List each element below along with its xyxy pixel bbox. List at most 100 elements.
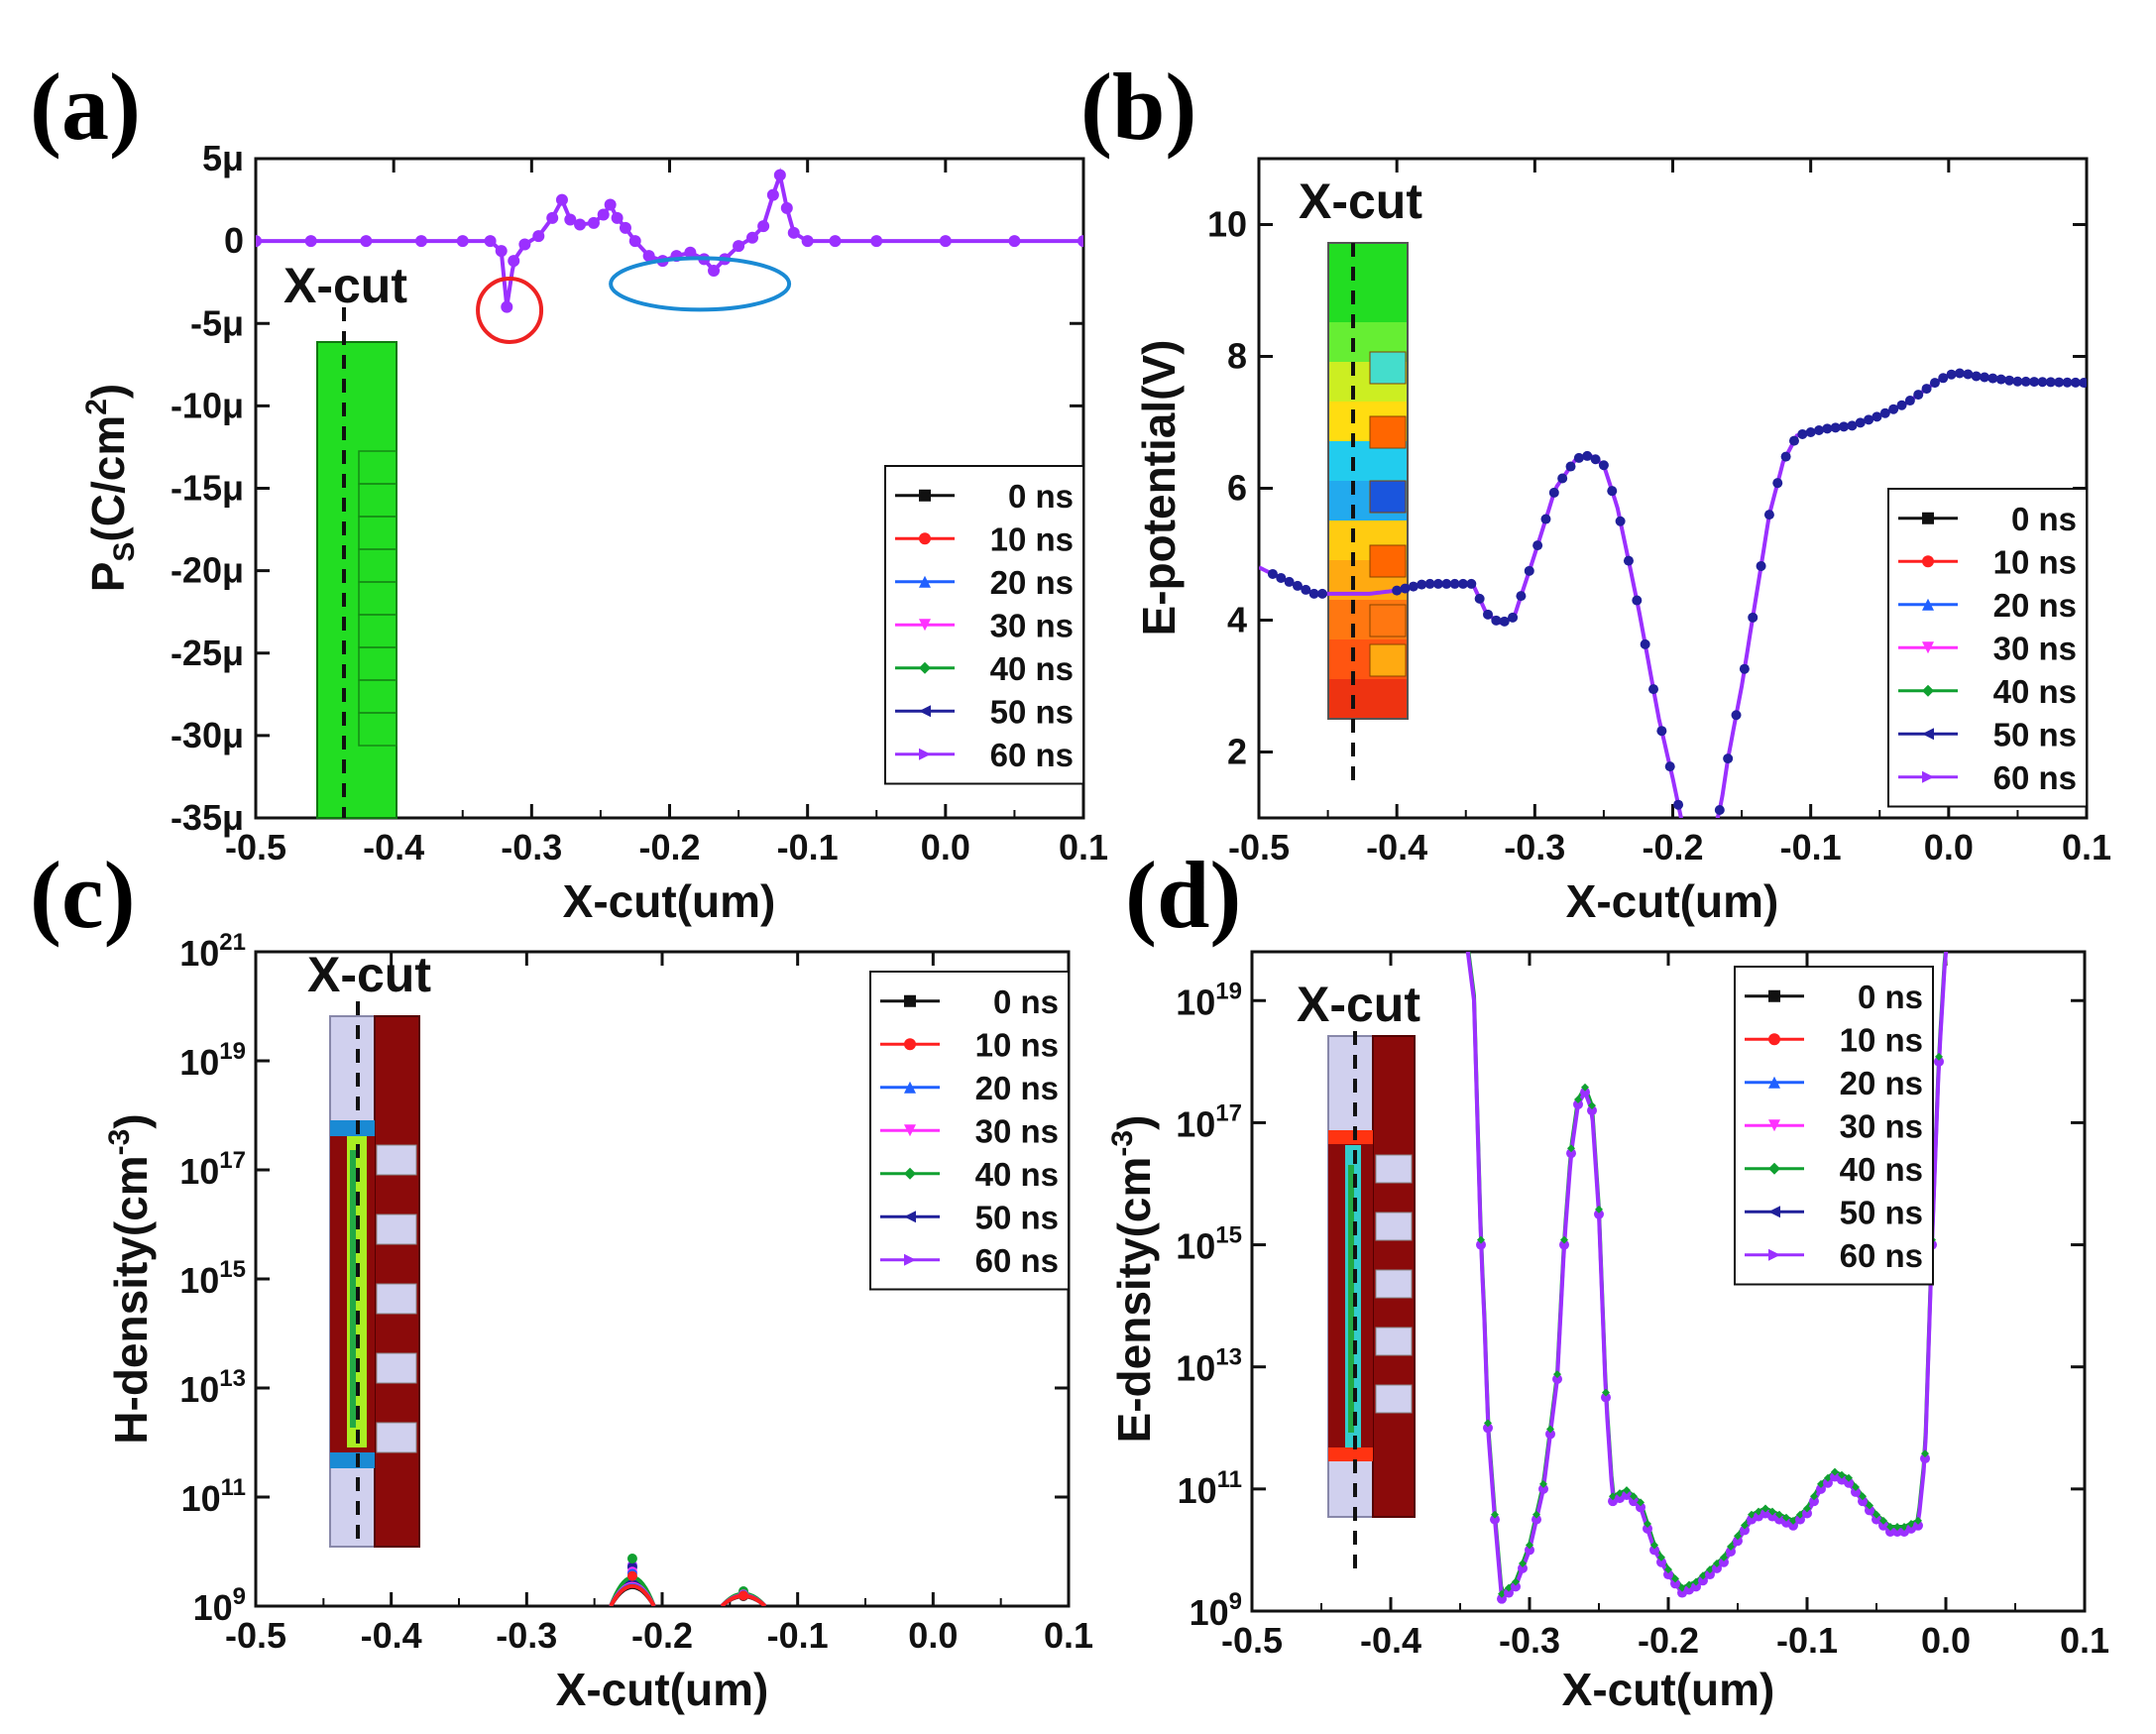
data-point-d [1885, 1526, 1895, 1537]
data-point-b [1483, 609, 1494, 620]
data-point-b [1301, 584, 1311, 595]
data-point-b [1913, 390, 1924, 401]
data-point-d-green [1886, 1523, 1894, 1532]
data-point-a [757, 220, 770, 233]
legend-entry-d: 30 ns [1840, 1107, 1923, 1144]
data-point-d [1518, 1562, 1528, 1573]
data-point-d-green [1768, 1507, 1776, 1516]
data-point-d [1788, 1520, 1798, 1531]
data-point-d-green [1734, 1532, 1742, 1541]
data-point-b [1432, 578, 1443, 589]
data-point-d [1490, 1514, 1500, 1525]
data-point-d-green [1609, 1492, 1617, 1501]
legend-entry-b: 40 ns [1993, 673, 2077, 710]
data-point-b [1879, 407, 1890, 418]
data-point-b [1400, 583, 1411, 594]
y-tick-base-d: 10 [1176, 1103, 1215, 1144]
data-point-d-green [1664, 1565, 1672, 1574]
data-point-d [1629, 1496, 1639, 1507]
data-point-a [501, 300, 513, 313]
data-point-b [1656, 726, 1667, 737]
plot-area-a [256, 168, 1083, 313]
data-point-a [532, 230, 545, 243]
inset-core-inner-d [1348, 1165, 1354, 1433]
x-tick-label-b: -0.4 [1366, 827, 1427, 867]
y-tick-label-b: 10 [1207, 204, 1247, 245]
legend-entry-b: 50 ns [1993, 716, 2077, 752]
legend-entry-c: 30 ns [975, 1112, 1059, 1149]
data-point-b [1516, 591, 1527, 602]
data-point-d [1649, 1545, 1659, 1556]
legend-entry-a: 30 ns [990, 607, 1074, 643]
data-point-b [1723, 753, 1734, 764]
y-axis-label-a-sup: 2 [80, 399, 113, 415]
y-axis-label-b: E-potential(V) [1133, 340, 1185, 636]
data-point-a [574, 218, 587, 231]
data-point-d-green [1512, 1577, 1520, 1586]
y-axis-label-d-end: ) [1108, 1115, 1160, 1130]
legend-entry-c: 60 ns [975, 1242, 1059, 1279]
y-axis-label-a-main: P [82, 562, 134, 593]
data-point-b [1632, 595, 1643, 606]
data-point-a [597, 208, 610, 221]
data-point-d-green [1907, 1519, 1915, 1528]
x-tick-label-a: -0.5 [225, 827, 286, 867]
inset-cell-d [1375, 1212, 1413, 1241]
x-tick-label-d: 0.0 [1921, 1620, 1971, 1661]
series-peak-c [609, 1584, 656, 1606]
inset-cell-b [1369, 643, 1407, 677]
x-tick-label-c: -0.3 [496, 1615, 557, 1656]
data-point-b [1449, 578, 1460, 589]
y-tick-label-d: 1015 [1176, 1222, 1242, 1267]
data-point-b [1648, 684, 1659, 695]
legend-marker-d [1768, 989, 1780, 1002]
data-point-d-green [1810, 1492, 1818, 1501]
y-tick-label-b: 8 [1227, 336, 1247, 377]
data-point-b [1763, 510, 1774, 520]
legend-marker-c [904, 1081, 916, 1094]
inset-cell-c [376, 1144, 417, 1176]
data-point-d-green [1755, 1507, 1762, 1516]
data-point-a [555, 193, 568, 206]
y-tick-label-a: -10μ [170, 385, 244, 425]
data-point-d-green [1498, 1589, 1506, 1598]
legend-marker-d [1768, 1033, 1780, 1046]
data-point-d-green [1505, 1583, 1513, 1592]
x-tick-label-b: -0.3 [1504, 827, 1565, 867]
y-axis-label-a-rest: (C/cm [82, 415, 134, 542]
y-axis-label-d: E-density(cm-3) [1106, 1115, 1160, 1444]
data-point-b [1673, 799, 1684, 810]
data-point-a [495, 245, 508, 258]
legend-marker-c [904, 1124, 916, 1137]
legend-entry-d: 50 ns [1840, 1194, 1923, 1230]
data-point-d-green [1519, 1559, 1527, 1567]
data-point-d-green [1824, 1473, 1832, 1482]
legend-entry-d: 20 ns [1840, 1065, 1923, 1101]
y-tick-label-a: -5μ [190, 302, 244, 343]
data-point-b [2029, 377, 2040, 388]
panel-label-b: (b) [1080, 54, 1196, 160]
data-point-a [518, 238, 531, 251]
y-tick-label-a: 0 [224, 220, 244, 261]
data-point-d [1892, 1526, 1902, 1537]
data-point-b [1540, 514, 1551, 524]
data-point-d [1504, 1587, 1514, 1598]
data-point-d-green [1477, 1235, 1485, 1244]
data-point-b [1864, 414, 1874, 425]
plot-area-b [1259, 368, 2087, 818]
data-point-d-green [1831, 1467, 1839, 1476]
data-point-a [484, 235, 497, 248]
x-tick-label-d: 0.1 [2060, 1620, 2109, 1661]
legend-entry-a: 50 ns [990, 693, 1074, 730]
data-point-d [1601, 1392, 1611, 1403]
legend-entry-c: 20 ns [975, 1070, 1059, 1106]
data-point-d [1663, 1569, 1673, 1580]
data-point-a [546, 211, 559, 224]
y-axis-label-d-main: E-density(cm [1108, 1157, 1160, 1444]
data-point-d-green [1657, 1553, 1665, 1561]
data-point-b [1946, 369, 1957, 380]
data-point-b [1872, 411, 1882, 422]
data-point-a [628, 235, 641, 248]
legend-marker-d [1768, 1076, 1780, 1089]
y-axis-label-a: PS(C/cm2) [80, 384, 141, 593]
